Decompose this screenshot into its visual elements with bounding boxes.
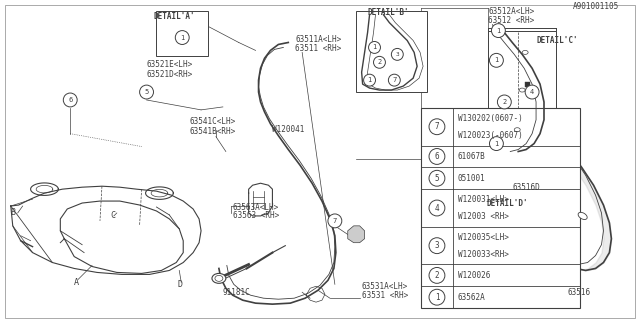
Text: 63511A<LH>: 63511A<LH> (295, 35, 342, 44)
Text: W120026: W120026 (458, 271, 490, 280)
Text: W12003 <RH>: W12003 <RH> (458, 212, 509, 221)
Circle shape (364, 74, 376, 86)
Circle shape (374, 56, 385, 68)
Circle shape (525, 85, 539, 99)
Text: 1: 1 (180, 35, 184, 41)
Text: 63516: 63516 (568, 288, 591, 297)
Text: W120041: W120041 (273, 125, 305, 134)
Text: 6: 6 (68, 97, 72, 103)
Circle shape (429, 119, 445, 135)
Circle shape (492, 24, 506, 37)
Text: 1: 1 (494, 57, 499, 63)
Text: 63541C<LH>: 63541C<LH> (189, 117, 236, 126)
Text: W120035<LH>: W120035<LH> (458, 233, 509, 242)
Text: 63541B<RH>: 63541B<RH> (189, 127, 236, 136)
Text: 5: 5 (145, 89, 148, 95)
Bar (488, 31, 556, 159)
Bar (421, 108, 580, 308)
Text: 2: 2 (378, 59, 381, 65)
Text: A: A (74, 278, 79, 287)
Circle shape (429, 148, 445, 164)
Text: C: C (110, 212, 115, 220)
Text: 63511 <RH>: 63511 <RH> (295, 44, 342, 53)
Circle shape (429, 289, 445, 305)
Circle shape (392, 48, 403, 60)
Text: 63521E<LH>: 63521E<LH> (147, 60, 193, 69)
Text: 4: 4 (435, 204, 439, 212)
Text: 1: 1 (496, 28, 500, 34)
Text: 63563 <RH>: 63563 <RH> (233, 212, 279, 220)
Text: 7: 7 (435, 122, 439, 131)
Text: D: D (177, 280, 182, 289)
Bar (156, 11, 208, 56)
Bar (525, 82, 530, 87)
Text: 91181C: 91181C (223, 288, 251, 297)
Text: W130202(0607-): W130202(0607-) (458, 114, 522, 123)
Circle shape (328, 214, 342, 228)
Text: 5: 5 (435, 174, 439, 183)
Text: 61067B: 61067B (458, 152, 486, 161)
Text: 1: 1 (435, 293, 439, 302)
Text: 7: 7 (333, 218, 337, 224)
Text: 2: 2 (502, 99, 506, 105)
Ellipse shape (519, 88, 525, 92)
Text: 3: 3 (435, 241, 439, 250)
Text: W120031<LH>: W120031<LH> (458, 195, 509, 204)
Ellipse shape (212, 273, 226, 283)
Text: W120033<RH>: W120033<RH> (458, 250, 509, 259)
Ellipse shape (215, 276, 223, 281)
Text: 63531A<LH>: 63531A<LH> (362, 282, 408, 291)
Bar (356, 11, 427, 92)
Circle shape (369, 42, 380, 53)
Text: 1: 1 (494, 140, 499, 147)
Text: 63563A<LH>: 63563A<LH> (233, 203, 279, 212)
Text: 1: 1 (367, 77, 372, 83)
Text: 63562A: 63562A (458, 293, 486, 302)
Text: 63512 <RH>: 63512 <RH> (488, 16, 535, 25)
Text: W120023(-0607): W120023(-0607) (458, 131, 522, 140)
Text: 4: 4 (530, 89, 534, 95)
Text: 1: 1 (372, 44, 376, 51)
Circle shape (429, 170, 445, 186)
Polygon shape (348, 226, 365, 243)
Text: 6: 6 (435, 152, 439, 161)
Circle shape (63, 93, 77, 107)
Text: 63516D: 63516D (512, 183, 540, 192)
Text: DETAIL'D': DETAIL'D' (486, 198, 528, 208)
Circle shape (497, 95, 511, 109)
Circle shape (429, 268, 445, 283)
Ellipse shape (578, 212, 587, 220)
Text: DETAIL'C': DETAIL'C' (536, 36, 578, 45)
Ellipse shape (515, 128, 520, 132)
Text: 63521D<RH>: 63521D<RH> (147, 70, 193, 79)
Circle shape (490, 53, 503, 67)
Circle shape (429, 238, 445, 253)
Text: 2: 2 (435, 271, 439, 280)
Circle shape (388, 74, 400, 86)
Text: 051001: 051001 (458, 174, 486, 183)
Text: A901001105: A901001105 (573, 2, 620, 11)
Text: 63531 <RH>: 63531 <RH> (362, 291, 408, 300)
Text: 3: 3 (396, 52, 399, 57)
Text: 7: 7 (392, 77, 396, 83)
Text: DETAIL'A': DETAIL'A' (154, 12, 195, 21)
Circle shape (175, 31, 189, 44)
Circle shape (490, 137, 503, 150)
Circle shape (140, 85, 154, 99)
Circle shape (429, 200, 445, 216)
Text: 63512A<LH>: 63512A<LH> (488, 7, 535, 16)
Text: DETAIL'B': DETAIL'B' (367, 8, 409, 17)
Ellipse shape (522, 51, 528, 54)
Text: B: B (11, 208, 16, 218)
